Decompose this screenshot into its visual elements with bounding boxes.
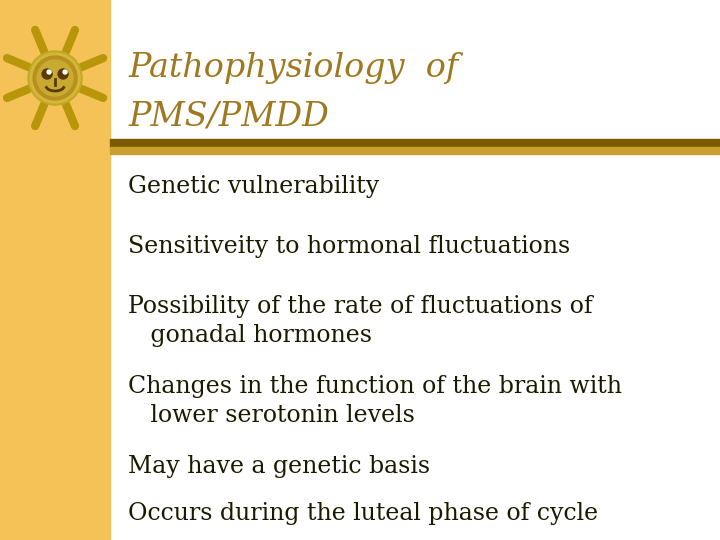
Circle shape <box>58 69 68 79</box>
Circle shape <box>47 70 51 74</box>
Text: Occurs during the luteal phase of cycle: Occurs during the luteal phase of cycle <box>128 502 598 525</box>
Text: May have a genetic basis: May have a genetic basis <box>128 455 431 478</box>
Bar <box>0 0 110 540</box>
Circle shape <box>28 51 82 105</box>
Text: Changes in the function of the brain with
   lower serotonin levels: Changes in the function of the brain wit… <box>128 375 622 427</box>
Circle shape <box>42 69 52 79</box>
Text: Possibility of the rate of fluctuations of
   gonadal hormones: Possibility of the rate of fluctuations … <box>128 295 593 347</box>
Text: Sensitiveity to hormonal fluctuations: Sensitiveity to hormonal fluctuations <box>128 235 570 258</box>
Circle shape <box>37 60 73 96</box>
Circle shape <box>33 56 77 100</box>
Text: PMS/PMDD: PMS/PMDD <box>128 100 329 132</box>
Circle shape <box>30 53 80 103</box>
Text: Pathophysiology  of: Pathophysiology of <box>128 52 459 84</box>
Text: Genetic vulnerability: Genetic vulnerability <box>128 175 379 198</box>
Circle shape <box>63 70 67 74</box>
